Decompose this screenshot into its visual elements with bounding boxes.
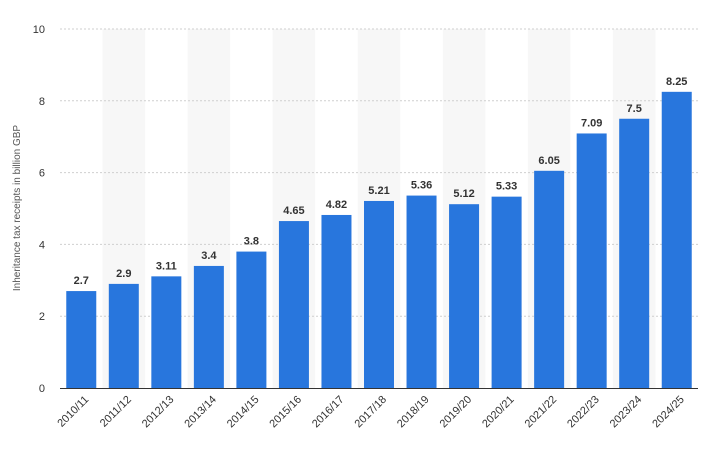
y-tick-label: 2 [39,311,45,323]
x-axis-ticks: 2010/11 2011/12 2012/13 2013/14 2014/15 2015/… [55,394,686,431]
bar [661,91,692,388]
x-tick-label: 2022/23 [565,394,602,431]
data-label: 2.9 [116,268,131,280]
bar [406,195,437,388]
data-label: 7.09 [581,117,602,129]
bar [321,214,352,388]
x-tick-label: 2024/25 [650,394,687,431]
x-tick-label: 2017/18 [353,394,390,431]
bar [364,200,394,388]
y-tick-label: 0 [39,383,45,395]
data-label: 5.36 [411,180,432,192]
x-tick-label: 2021/22 [523,394,560,431]
bar [576,133,607,388]
x-tick-label: 2018/19 [395,394,432,431]
data-label: 5.33 [496,181,517,193]
data-label: 4.82 [326,199,347,211]
data-label: 4.65 [283,205,304,217]
x-tick-label: 2015/16 [267,394,304,431]
bar [278,221,309,388]
bar [108,283,139,388]
y-axis-ticks: 0 2 4 6 8 10 [33,24,45,395]
data-label: 8.25 [666,76,687,88]
x-tick-label: 2014/15 [225,394,262,431]
y-axis-label: Inheritance tax receipts in billion GBP [12,125,23,292]
bar [151,276,182,388]
bar [491,196,522,388]
x-tick-label: 2020/21 [480,394,517,431]
bar [193,265,224,388]
data-label: 3.4 [201,250,217,262]
y-tick-label: 6 [39,168,45,180]
bar [534,170,565,388]
data-labels: 2.7 2.9 3.11 3.4 3.8 4.65 4.82 5.21 5.36 5.12 5.33… [74,76,688,287]
x-tick-label: 2013/14 [182,394,219,431]
x-tick-label: 2010/11 [55,394,91,430]
data-label: 7.5 [627,103,642,115]
y-tick-label: 10 [33,24,45,36]
data-label: 6.05 [538,155,559,167]
data-label: 5.21 [368,185,389,197]
bars [66,91,692,388]
bar [449,204,480,388]
x-tick-label: 2023/24 [608,394,645,431]
bar [619,118,650,388]
x-tick-label: 2012/13 [140,394,177,431]
y-tick-label: 4 [39,239,45,251]
bar [66,291,97,388]
bar [236,251,267,388]
data-label: 5.12 [453,188,474,200]
data-label: 3.11 [156,260,177,272]
data-label: 2.7 [74,275,89,287]
y-tick-label: 8 [39,96,45,108]
x-tick-label: 2016/17 [310,394,347,431]
x-tick-label: 2019/20 [438,394,475,431]
x-tick-label: 2011/12 [98,394,134,430]
data-label: 3.8 [244,236,259,248]
